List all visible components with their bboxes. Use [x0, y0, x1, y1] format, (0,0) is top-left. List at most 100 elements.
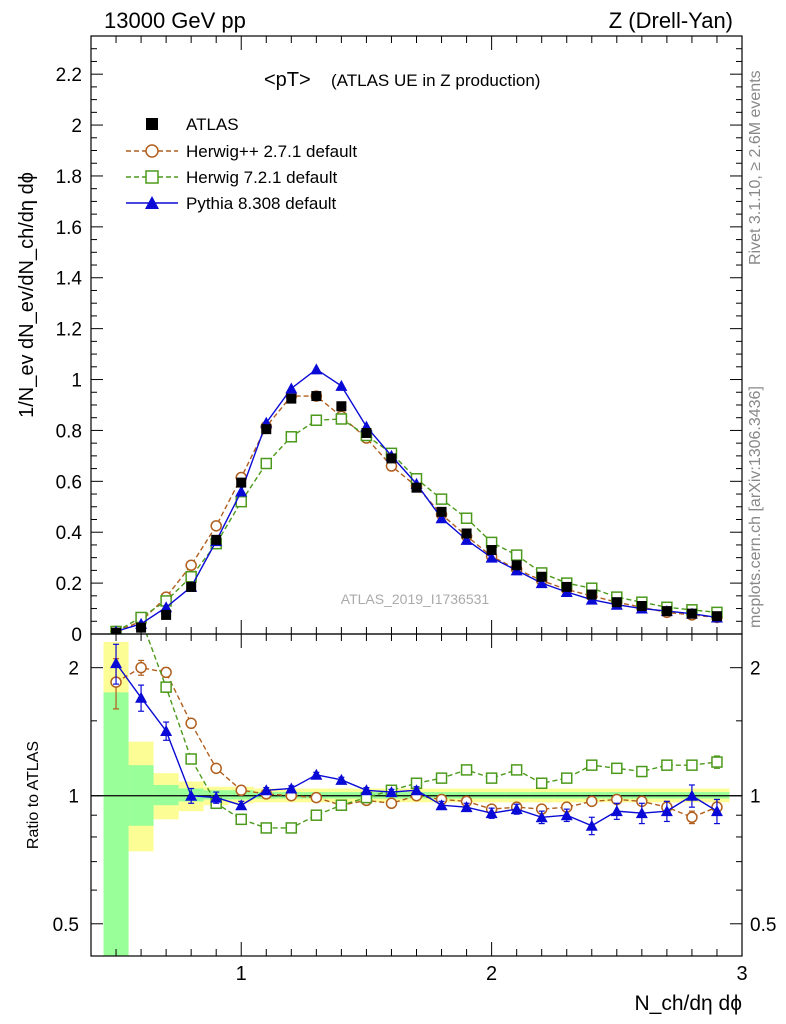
ratio-data-point: [210, 762, 222, 775]
data-point: [310, 414, 323, 426]
ratio-data-point: [435, 772, 448, 784]
chart-subtitle: (ATLAS UE in Z production): [331, 71, 540, 90]
main-series-group: [110, 363, 723, 634]
ratio-data-point: [385, 797, 398, 810]
ratio-data-point: [661, 759, 673, 771]
ratio-y-tick-label: 1: [68, 787, 79, 808]
data-point: [286, 393, 297, 404]
ratio-data-point: [710, 805, 723, 817]
legend-label: Pythia 8.308 default: [186, 194, 337, 213]
ratio-data-point: [185, 753, 197, 765]
data-point: [435, 512, 448, 524]
ratio-data-point: [535, 811, 548, 823]
ratio-data-point: [160, 666, 172, 679]
data-point: [611, 597, 622, 608]
data-point: [486, 545, 497, 556]
axes-layer: 0 0.2 0.4 0.6 0.8 1 1.2 1.4 1.6 1.8 2 2.2 1 2 3 0.5 0.5 1…: [16, 35, 776, 1015]
y-tick-label: 1.8: [56, 167, 82, 188]
watermark-analysis-id: ATLAS_2019_I1736531: [341, 591, 490, 607]
legend: ATLAS Herwig++ 2.7.1 default Herwig 7.2.1 …: [126, 115, 357, 213]
series-layer: [110, 363, 723, 836]
ratio-data-point: [686, 811, 698, 824]
data-point: [261, 424, 272, 435]
legend-item-herwig-2-7-1-default: Herwig++ 2.7.1 default: [126, 142, 357, 161]
ratio-data-point: [160, 681, 172, 693]
legend-label: Herwig 7.2.1 default: [186, 168, 337, 187]
data-point: [460, 533, 473, 545]
ratio-data-point: [560, 809, 573, 821]
ratio-y-tick-label: 0.5: [53, 915, 79, 936]
ratio-data-point: [285, 782, 298, 794]
data-point: [310, 363, 323, 375]
ratio-data-point: [110, 657, 123, 669]
data-point: [285, 431, 298, 443]
ratio-y-axis-label: Ratio to ATLAS: [25, 741, 42, 849]
data-point: [711, 611, 722, 622]
legend-marker: [145, 196, 159, 209]
ratio-data-point: [135, 691, 148, 703]
x-tick-label: 3: [736, 963, 747, 985]
ratio-series-pythia-8-308-default: [110, 643, 723, 836]
ratio-data-point: [610, 805, 623, 817]
data-point: [436, 506, 447, 517]
data-point: [411, 482, 422, 493]
ratio-data-point: [185, 789, 198, 801]
ratio-y-tick-label-right: 1: [750, 787, 761, 808]
y-tick-label: 2: [71, 116, 82, 137]
ratio-y-tick-label: 2: [68, 659, 79, 680]
ratio-data-point: [560, 772, 573, 784]
ratio-data-point: [310, 809, 323, 821]
legend-marker: [145, 144, 159, 158]
header-left: 13000 GeV pp: [104, 8, 246, 33]
data-point: [186, 581, 197, 592]
ratio-data-point: [485, 807, 498, 819]
y-tick-label: 2.2: [56, 65, 82, 86]
mcplots-label: mcplots.cern.ch [arXiv:1306.3436]: [747, 386, 764, 628]
data-point: [210, 520, 222, 532]
ratio-series-group: [110, 634, 723, 836]
ratio-data-point: [310, 768, 323, 780]
data-point: [111, 627, 122, 634]
data-point: [461, 528, 472, 539]
legend-item-herwig-7-2-1-default: Herwig 7.2.1 default: [126, 168, 337, 187]
data-point: [260, 457, 273, 470]
legend-label: ATLAS: [186, 115, 239, 134]
ratio-data-point: [260, 822, 273, 834]
data-point: [236, 477, 247, 488]
ratio-data-point: [285, 822, 298, 834]
rivet-version-label: Rivet 3.1.10, ≥ 2.6M events: [747, 70, 764, 265]
y-tick-label: 0.2: [56, 574, 82, 595]
legend-marker: [146, 118, 158, 130]
ratio-data-point: [385, 786, 398, 798]
data-point: [161, 609, 172, 620]
data-point: [535, 577, 548, 589]
ratio-data-point: [686, 759, 698, 771]
data-point: [586, 589, 597, 600]
y-tick-label: 0.8: [56, 421, 82, 442]
x-axis-label: N_ch/dη dϕ: [635, 992, 743, 1015]
ratio-data-point: [410, 784, 423, 796]
data-point: [335, 413, 348, 425]
ratio-data-point: [435, 799, 448, 811]
ratio-data-point: [585, 819, 598, 831]
ratio-plot-frame: [90, 633, 743, 957]
ratio-data-point: [635, 807, 648, 819]
ratio-data-point: [460, 764, 473, 776]
ratio-uncertainty-bands: [103, 641, 730, 956]
ratio-data-point: [185, 717, 197, 730]
y-tick-label: 0: [71, 625, 82, 646]
ratio-data-point: [510, 803, 523, 815]
data-point: [661, 606, 672, 617]
legend-marker: [145, 170, 159, 184]
ratio-data-point: [611, 762, 623, 775]
data-point: [361, 427, 372, 438]
series-atlas: [111, 391, 722, 634]
ratio-data-point: [135, 661, 147, 674]
ratio-data-point: [485, 772, 498, 784]
ratio-data-point: [586, 759, 598, 771]
data-point: [386, 453, 397, 464]
x-tick-label: 1: [236, 963, 247, 985]
ratio-data-point: [360, 784, 373, 796]
ratio-data-point: [210, 791, 223, 803]
data-point: [185, 559, 197, 572]
